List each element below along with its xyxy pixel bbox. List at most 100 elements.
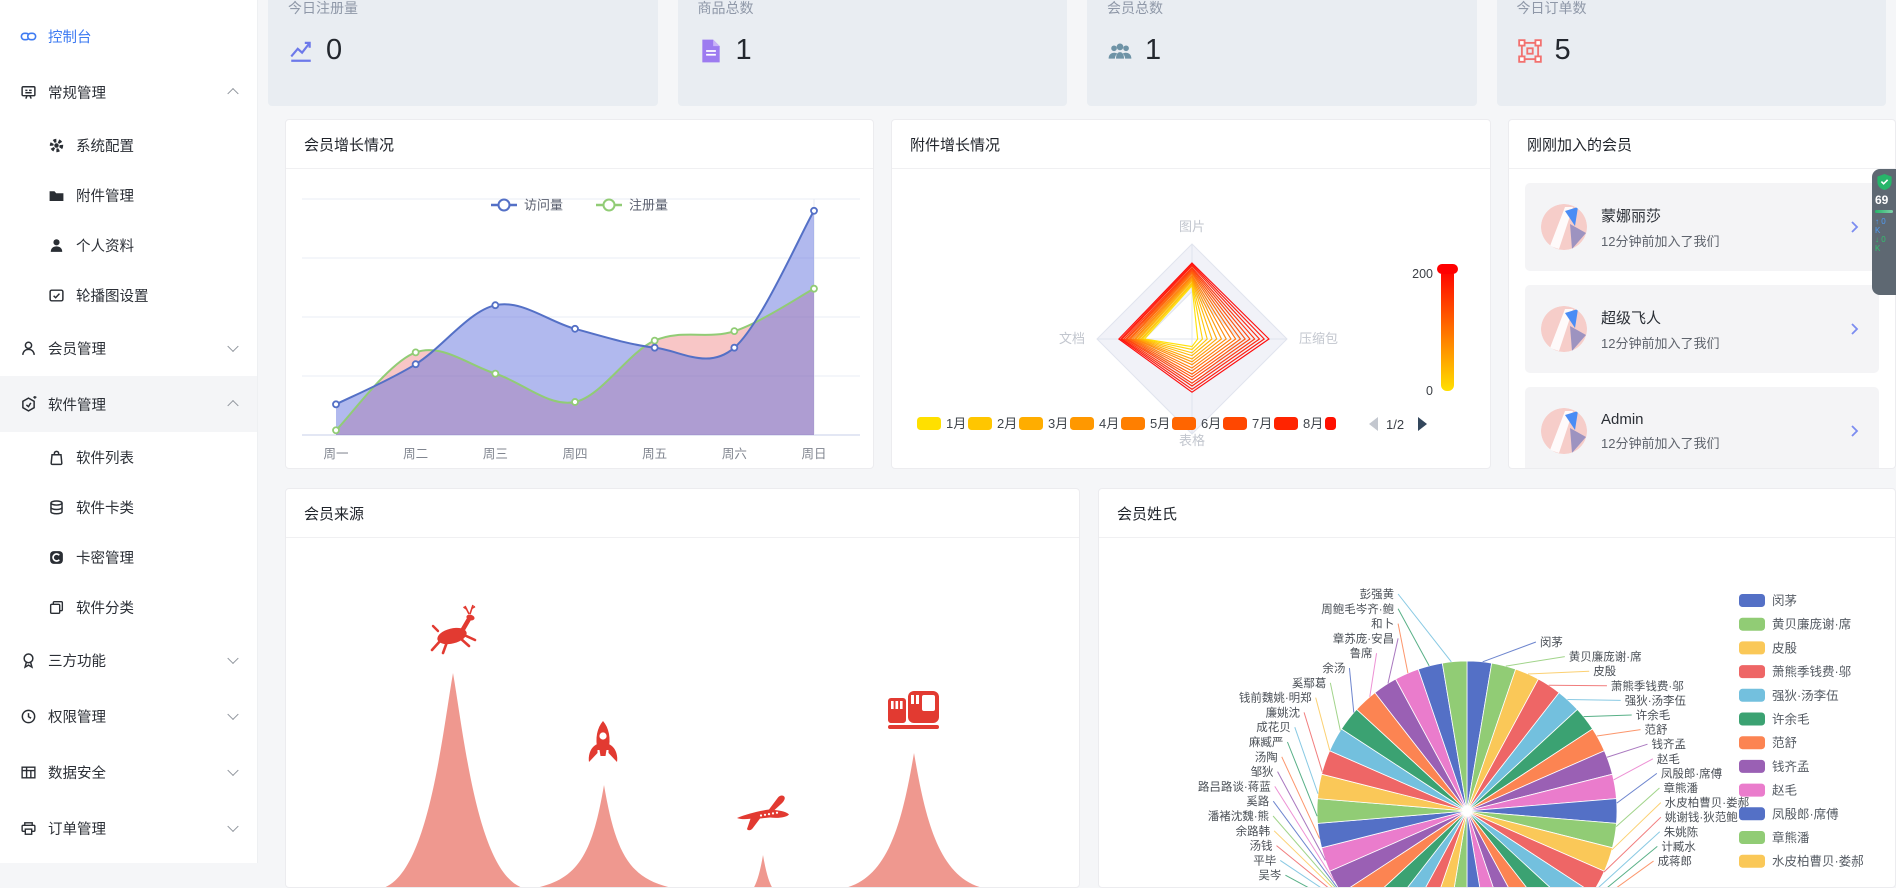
svg-text:200: 200: [1412, 267, 1433, 281]
sidebar-item-label: 订单管理: [48, 818, 106, 839]
legend-item-萧熊季钱费·邬[interactable]: 萧熊季钱费·邬: [1739, 664, 1851, 679]
plane-icon: [737, 796, 789, 831]
svg-text:压缩包: 压缩包: [1299, 331, 1338, 346]
overlay-down-value: 0: [1881, 235, 1885, 244]
sidebar-item-permission-mgmt[interactable]: 权限管理: [0, 688, 257, 744]
legend-item-1月[interactable]: 1月: [917, 416, 966, 431]
sidebar-item-profile[interactable]: 个人资料: [0, 220, 257, 270]
chevron-right-icon[interactable]: [1845, 422, 1863, 440]
deer-icon: [432, 605, 475, 653]
sidebar-item-label: 系统配置: [76, 135, 134, 156]
legend-item-凤殷郎·席傅[interactable]: 凤殷郎·席傅: [1739, 806, 1839, 821]
pie-label: 皮殷: [1593, 665, 1616, 678]
sidebar-item-carousel-settings[interactable]: 轮播图设置: [0, 270, 257, 320]
sidebar-item-attachment-mgmt[interactable]: 附件管理: [0, 170, 257, 220]
overlay-down-unit: K: [1875, 244, 1880, 253]
chevron-up-icon: [227, 88, 238, 99]
browser-extension-overlay[interactable]: 69 ↑ 0 K ↓ 0 K: [1872, 169, 1896, 295]
legend-item-强狄·汤李伍[interactable]: 强狄·汤李伍: [1739, 688, 1839, 703]
sidebar-item-order-mgmt[interactable]: 订单管理: [0, 800, 257, 856]
sidebar-item-label: 软件列表: [76, 447, 134, 468]
legend-item-8月[interactable]: 8月: [1274, 416, 1323, 431]
sidebar-item-third-party[interactable]: 三方功能: [0, 632, 257, 688]
member-surname-pie-chart[interactable]: 彭强黄周鲍毛岑齐·鲍和卜章苏庞·安昌鲁席余汤奚鄢葛钱前魏姚·明郑廉姚沈成花贝麻臧…: [1099, 538, 1895, 888]
member-source-pictorial-chart[interactable]: [286, 538, 1079, 888]
stat-card-value: 5: [1555, 34, 1571, 67]
sidebar-item-member-mgmt[interactable]: 会员管理: [0, 320, 257, 376]
pie-label: 吴岑: [1258, 869, 1281, 882]
legend-next-arrow[interactable]: [1418, 417, 1427, 431]
legend-item-partial[interactable]: [1325, 417, 1336, 430]
svg-text:8月: 8月: [1303, 416, 1323, 431]
pie-label: 成蒋郎: [1658, 854, 1693, 868]
database-icon: [48, 499, 65, 516]
legend-prev-arrow[interactable]: [1369, 417, 1378, 431]
sidebar-item-system-config[interactable]: 系统配置: [0, 120, 257, 170]
legend-item-5月[interactable]: 5月: [1121, 416, 1170, 431]
legend-item-许余毛[interactable]: 许余毛: [1739, 712, 1810, 727]
sidebar-item-software-card-type[interactable]: 软件卡类: [0, 482, 257, 532]
chevron-up-icon: [227, 400, 238, 411]
legend-item-水皮柏曹贝·娄郝[interactable]: 水皮柏曹贝·娄郝: [1739, 854, 1864, 869]
svg-text:1月: 1月: [946, 416, 966, 431]
legend-item-2月[interactable]: 2月: [968, 416, 1017, 431]
pie-label: 萧熊季钱费·邬: [1611, 679, 1684, 693]
legend-item-赵毛[interactable]: 赵毛: [1739, 784, 1798, 798]
legend-item-黄贝廉庞谢·席[interactable]: 黄贝廉庞谢·席: [1739, 617, 1851, 632]
sidebar-item-general-mgmt[interactable]: 常规管理: [0, 64, 257, 120]
svg-text:赵毛: 赵毛: [1772, 784, 1798, 798]
sidebar-item-console[interactable]: 控制台: [0, 8, 257, 64]
visualmap-handle[interactable]: [1437, 264, 1458, 274]
legend-item-闵茅[interactable]: 闵茅: [1739, 593, 1797, 608]
chevron-right-icon[interactable]: [1845, 320, 1863, 338]
avatar: [1541, 306, 1587, 352]
legend-item-注册量[interactable]: 注册量: [596, 198, 668, 213]
legend-item-章熊潘[interactable]: 章熊潘: [1739, 830, 1810, 845]
pie-label: 麻臧严: [1249, 735, 1284, 749]
card-title-attachment-growth: 附件增长情况: [892, 120, 1490, 169]
stat-card-value: 1: [736, 34, 752, 67]
member-join-time: 12分钟前加入了我们: [1601, 231, 1831, 250]
sidebar-item-card-secret-mgmt[interactable]: 卡密管理: [0, 532, 257, 582]
legend-item-7月[interactable]: 7月: [1223, 416, 1272, 431]
pie-label: 平毕: [1253, 854, 1276, 867]
sidebar-item-software-list[interactable]: 软件列表: [0, 432, 257, 482]
sidebar-item-label: 轮播图设置: [76, 285, 149, 306]
table-grid-icon: [20, 764, 37, 781]
svg-text:2月: 2月: [997, 416, 1017, 431]
legend-item-访问量[interactable]: 访问量: [491, 198, 563, 213]
pie-label: 汤钱: [1250, 839, 1273, 853]
sidebar-item-software-mgmt[interactable]: 软件管理: [0, 376, 257, 432]
pie-label: 章熊潘: [1663, 781, 1698, 795]
svg-text:周三: 周三: [483, 447, 508, 461]
chevron-right-icon[interactable]: [1845, 218, 1863, 236]
svg-text:4月: 4月: [1099, 416, 1119, 431]
sidebar-item-label: 个人资料: [76, 235, 134, 256]
legend-item-范舒[interactable]: 范舒: [1739, 736, 1797, 750]
legend-item-皮殷[interactable]: 皮殷: [1739, 641, 1798, 655]
overlay-progress-bar: [1875, 210, 1893, 213]
svg-text:7月: 7月: [1252, 416, 1272, 431]
pie-label: 章苏庞·安昌: [1333, 631, 1394, 645]
member-join-time: 12分钟前加入了我们: [1601, 333, 1831, 352]
svg-text:0: 0: [1426, 384, 1433, 398]
legend-item-4月[interactable]: 4月: [1070, 416, 1119, 431]
sidebar-item-software-category[interactable]: 软件分类: [0, 582, 257, 632]
pie-label: 强狄·汤李伍: [1625, 693, 1687, 707]
pie-label: 彭强黄: [1360, 587, 1395, 601]
avatar: [1541, 408, 1587, 454]
legend-item-3月[interactable]: 3月: [1019, 416, 1068, 431]
member-growth-line-chart[interactable]: 周一周二周三周四周五周六周日访问量注册量: [286, 169, 873, 469]
svg-text:6月: 6月: [1201, 416, 1221, 431]
c-badge-icon: [48, 549, 65, 566]
hexagon-edit-icon: [20, 396, 37, 413]
legend-item-钱齐孟[interactable]: 钱齐孟: [1739, 759, 1810, 774]
card-title-member-source: 会员来源: [286, 489, 1079, 538]
sidebar-item-data-security[interactable]: 数据安全: [0, 744, 257, 800]
